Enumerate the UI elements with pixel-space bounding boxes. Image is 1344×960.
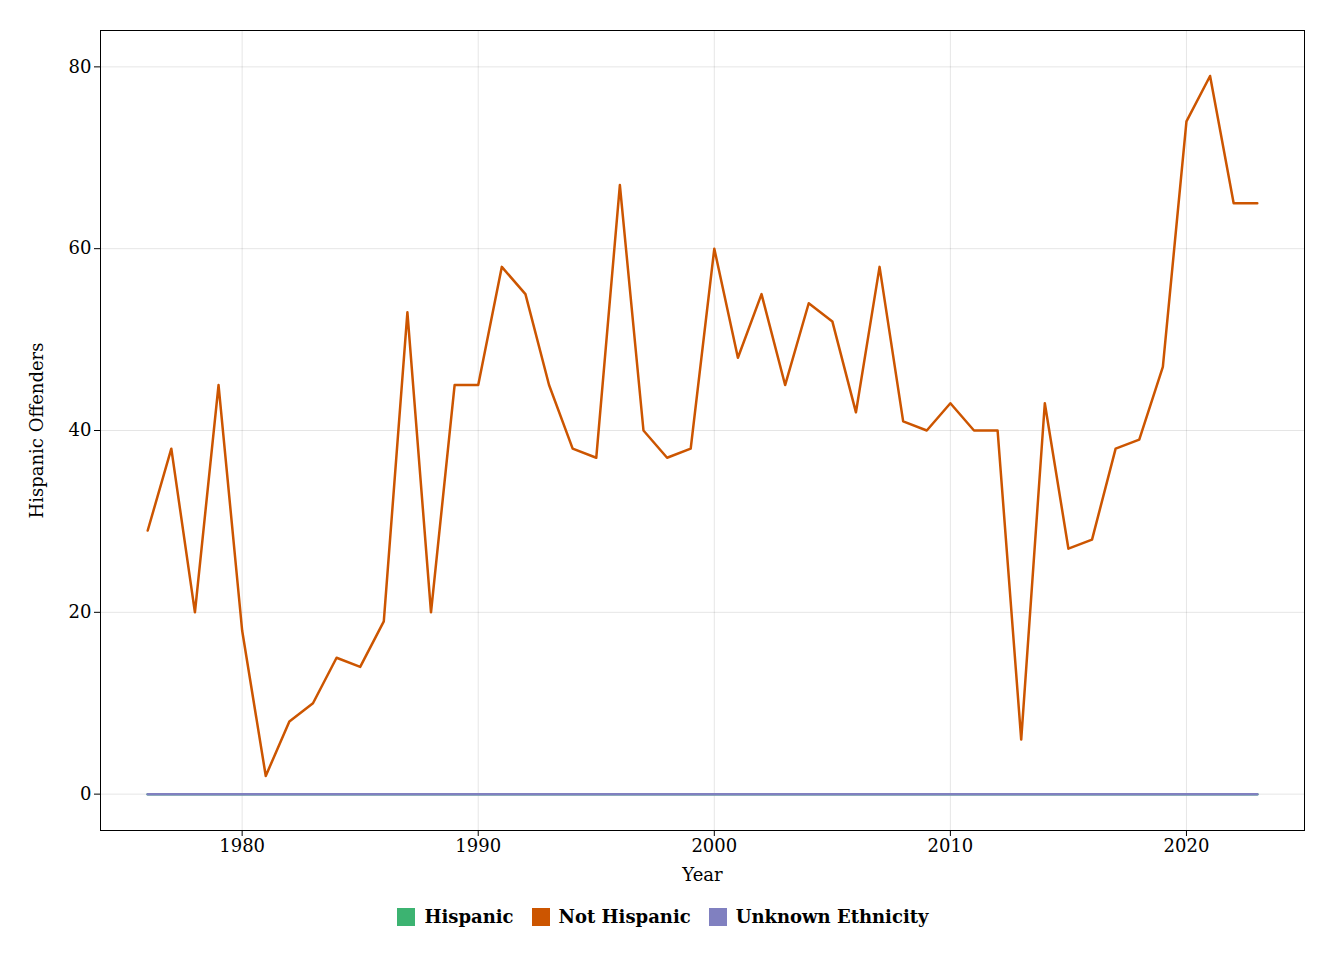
html-text:Not Hispanic: Not Hispanic	[558, 906, 691, 927]
svg-text:1980: 1980	[219, 835, 265, 856]
svg-text:80: 80	[69, 56, 92, 77]
svg-text:2020: 2020	[1164, 835, 1210, 856]
svg-text:2000: 2000	[691, 835, 737, 856]
svg-text:Hispanic Offenders: Hispanic Offenders	[26, 343, 47, 519]
svg-text:2010: 2010	[927, 835, 973, 856]
svg-text:Year: Year	[681, 864, 723, 885]
html-text:Unknown Ethnicity: Unknown Ethnicity	[735, 906, 929, 927]
svg-text:1990: 1990	[455, 835, 501, 856]
svg-text:0: 0	[80, 783, 91, 804]
html-text:Hispanic: Hispanic	[424, 906, 514, 927]
svg-text:20: 20	[69, 601, 92, 622]
svg-text:40: 40	[69, 419, 92, 440]
svg-text:60: 60	[69, 237, 92, 258]
